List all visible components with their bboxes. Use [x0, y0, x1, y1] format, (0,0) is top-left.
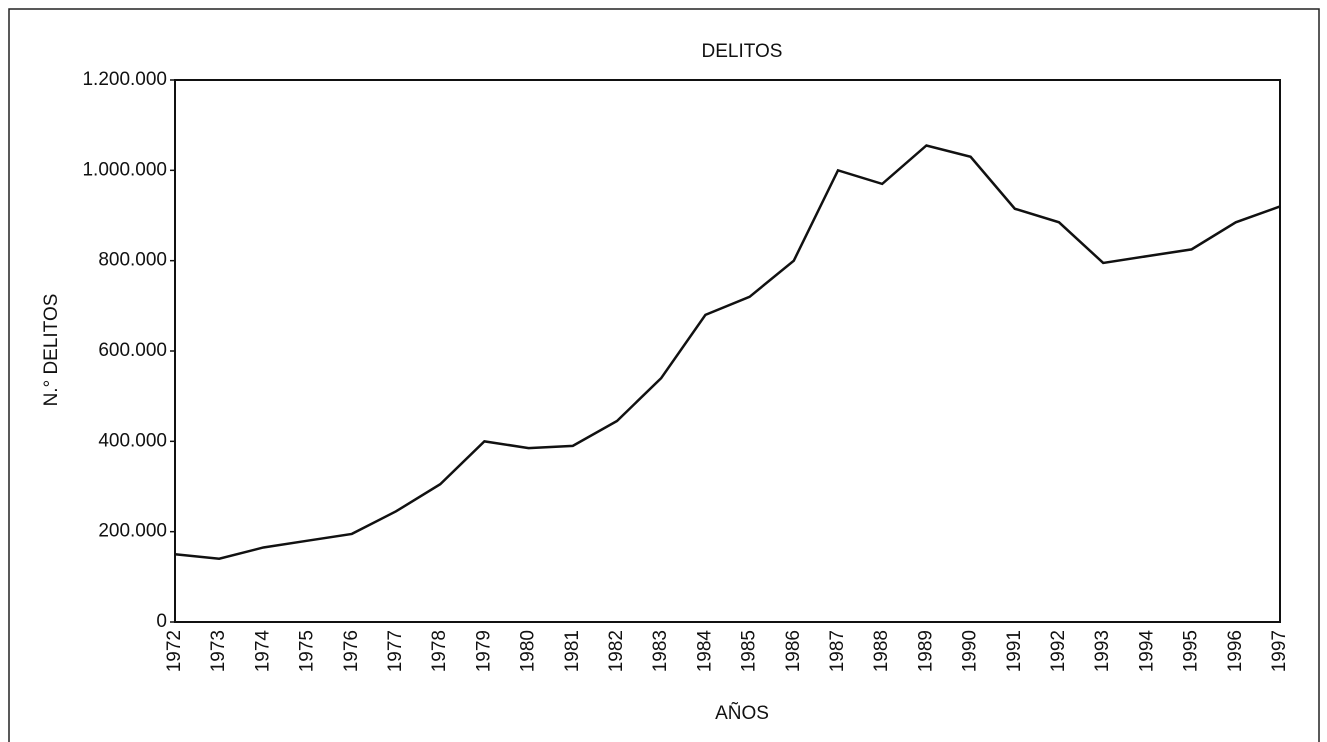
y-tick-label: 400.000	[98, 430, 167, 451]
line	[174, 144, 1281, 561]
x-tick-label: 1990	[960, 630, 981, 672]
y-tick-label: 0	[156, 611, 167, 632]
x-tick-label: 1981	[562, 630, 583, 672]
x-tick-label: 1985	[739, 630, 760, 672]
x-tick-label: 1973	[208, 630, 229, 672]
plot-area	[174, 79, 1281, 623]
x-tick-label: 1979	[473, 630, 494, 672]
y-tick-label: 1.200.000	[82, 69, 167, 90]
x-tick-label: 1993	[1092, 630, 1113, 672]
x-tick-label: 1986	[783, 630, 804, 672]
y-tick-label: 1.000.000	[82, 159, 167, 180]
y-tick-label: 800.000	[98, 250, 167, 271]
y-axis-label: N.° DELITOS	[41, 294, 62, 407]
frame	[8, 8, 1320, 742]
x-tick-label: 1982	[606, 630, 627, 672]
x-tick-label: 1991	[1004, 630, 1025, 672]
x-tick-label: 1997	[1269, 630, 1290, 672]
x-tick-label: 1995	[1181, 630, 1202, 672]
x-tick-label: 1987	[827, 630, 848, 672]
x-tick-label: 1976	[341, 630, 362, 672]
x-tick-label: 1975	[297, 630, 318, 672]
x-tick-label: 1996	[1225, 630, 1246, 672]
x-tick-label: 1972	[164, 630, 185, 672]
x-tick-label: 1992	[1048, 630, 1069, 672]
x-tick-label: 1974	[252, 630, 273, 673]
x-tick-label: 1989	[915, 630, 936, 672]
x-tick-label: 1994	[1136, 630, 1157, 673]
x-tick-label: 1984	[694, 630, 715, 673]
x-tick-label: 1980	[518, 630, 539, 672]
y-tick-label: 200.000	[98, 521, 167, 542]
y-tick-label: 600.000	[98, 340, 167, 361]
x-tick-label: 1978	[429, 630, 450, 672]
x-tick-label: 1983	[650, 630, 671, 672]
x-axis-label: AÑOS	[715, 702, 769, 724]
chart-title: DELITOS	[702, 41, 783, 62]
x-tick-label: 1988	[871, 630, 892, 672]
x-tick-label: 1977	[385, 630, 406, 672]
